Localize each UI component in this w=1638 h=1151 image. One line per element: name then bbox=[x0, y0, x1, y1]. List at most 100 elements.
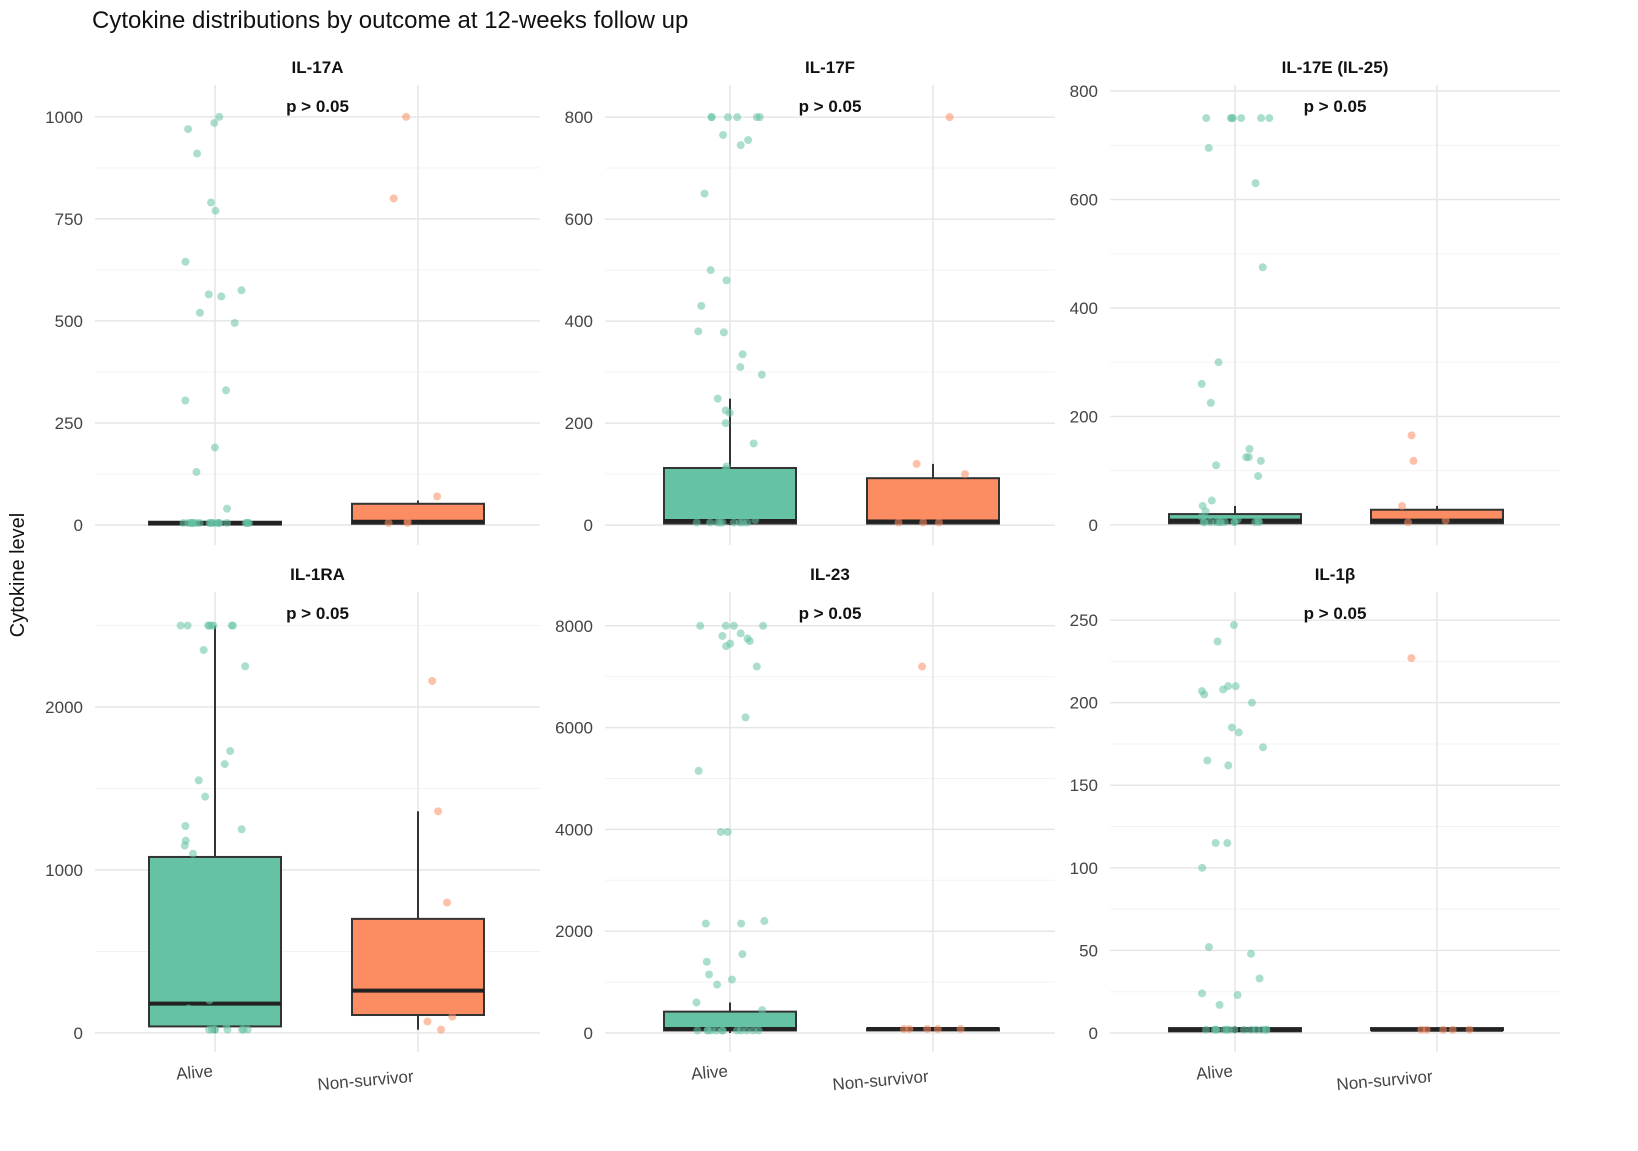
data-point bbox=[403, 518, 412, 527]
y-tick-label: 150 bbox=[1070, 776, 1098, 795]
data-point bbox=[1198, 863, 1207, 872]
y-tick-label: 800 bbox=[1070, 82, 1098, 101]
data-point bbox=[218, 939, 227, 948]
data-point bbox=[721, 419, 730, 428]
data-point bbox=[1465, 1025, 1474, 1034]
data-point bbox=[195, 308, 204, 317]
y-tick-label: 4000 bbox=[555, 820, 593, 839]
y-tick-label: 8000 bbox=[555, 617, 593, 636]
data-point bbox=[211, 206, 220, 215]
data-point bbox=[719, 130, 728, 139]
data-point bbox=[757, 370, 766, 379]
data-point bbox=[1206, 398, 1215, 407]
data-point bbox=[703, 1026, 712, 1035]
p-value-annotation: p > 0.05 bbox=[286, 97, 349, 116]
panel-il-1ra: 0 1000 2000 IL-1RA p > 0.05 Alive Non-survivor bbox=[45, 565, 540, 1094]
data-point bbox=[749, 439, 758, 448]
data-point bbox=[918, 662, 927, 671]
data-point bbox=[1407, 431, 1416, 440]
data-point bbox=[905, 1024, 914, 1033]
box-non-survivor bbox=[351, 502, 485, 525]
data-point bbox=[701, 919, 710, 928]
y-tick-label: 50 bbox=[1079, 941, 1098, 960]
data-point bbox=[1256, 456, 1265, 465]
data-point bbox=[729, 518, 738, 527]
data-point bbox=[729, 621, 738, 630]
data-point bbox=[737, 919, 746, 928]
data-point bbox=[1228, 114, 1237, 123]
data-point bbox=[1265, 114, 1274, 123]
data-point bbox=[213, 963, 222, 972]
data-point bbox=[744, 136, 753, 145]
data-point bbox=[712, 1026, 721, 1035]
data-point bbox=[1210, 1025, 1219, 1034]
panel-il-17f: 0 200 400 600 800 IL-17F p > 0.05 bbox=[565, 58, 1055, 545]
data-point bbox=[1216, 518, 1225, 527]
data-point bbox=[739, 518, 748, 527]
y-tick-label: 600 bbox=[565, 210, 593, 229]
data-point bbox=[705, 970, 714, 979]
data-point bbox=[214, 518, 223, 527]
data-point bbox=[237, 286, 246, 295]
data-point bbox=[738, 950, 747, 959]
data-point bbox=[230, 318, 239, 327]
data-point bbox=[736, 141, 745, 150]
data-point bbox=[437, 1025, 446, 1034]
y-tick-label: 6000 bbox=[555, 719, 593, 738]
data-point bbox=[1254, 472, 1263, 481]
y-tick-label: 500 bbox=[55, 312, 83, 331]
data-point bbox=[912, 459, 921, 468]
panel-il-17e-il-25-: 0 200 400 600 800 IL-17E (IL-25) p > 0.05 bbox=[1070, 58, 1560, 545]
data-point bbox=[227, 621, 236, 630]
data-point bbox=[919, 518, 928, 527]
data-point bbox=[725, 408, 734, 417]
data-point bbox=[207, 621, 216, 630]
y-tick-label: 200 bbox=[1070, 694, 1098, 713]
panel-title: IL-17E (IL-25) bbox=[1282, 58, 1389, 77]
data-point bbox=[1422, 1025, 1431, 1034]
data-point bbox=[384, 518, 393, 527]
data-point bbox=[180, 841, 189, 850]
data-point bbox=[199, 646, 208, 655]
y-tick-label: 0 bbox=[584, 1024, 593, 1043]
data-point bbox=[741, 713, 750, 722]
data-point bbox=[181, 821, 190, 830]
data-point bbox=[718, 1026, 727, 1035]
data-point bbox=[760, 917, 769, 926]
p-value-annotation: p > 0.05 bbox=[286, 604, 349, 623]
panel-title: IL-23 bbox=[810, 565, 850, 584]
data-point bbox=[1234, 728, 1243, 737]
data-point bbox=[722, 642, 731, 651]
panel-title: IL-1RA bbox=[290, 565, 345, 584]
data-point bbox=[448, 1012, 457, 1021]
data-point bbox=[223, 518, 232, 527]
data-point bbox=[1227, 723, 1236, 732]
data-point bbox=[743, 480, 752, 489]
data-point bbox=[1398, 501, 1407, 510]
data-point bbox=[1239, 1025, 1248, 1034]
data-point bbox=[244, 518, 253, 527]
data-point bbox=[702, 957, 711, 966]
data-point bbox=[749, 1026, 758, 1035]
data-point bbox=[402, 112, 411, 121]
data-point bbox=[194, 776, 203, 785]
data-point bbox=[434, 807, 443, 816]
data-point bbox=[696, 621, 705, 630]
data-point bbox=[207, 518, 216, 527]
x-tick-label: Alive bbox=[175, 1061, 213, 1083]
data-point bbox=[192, 467, 201, 476]
chart-title: Cytokine distributions by outcome at 12-… bbox=[92, 7, 688, 34]
data-point bbox=[1201, 507, 1210, 516]
data-point bbox=[692, 518, 701, 527]
data-point bbox=[1215, 1000, 1224, 1009]
data-point bbox=[945, 113, 954, 122]
y-tick-label: 250 bbox=[1070, 611, 1098, 630]
data-point bbox=[1246, 949, 1255, 958]
data-point bbox=[193, 149, 202, 158]
data-point bbox=[894, 518, 903, 527]
y-tick-label: 400 bbox=[565, 312, 593, 331]
data-point bbox=[1203, 756, 1212, 765]
data-point bbox=[700, 189, 709, 198]
data-point bbox=[707, 475, 716, 484]
data-point bbox=[176, 621, 185, 630]
